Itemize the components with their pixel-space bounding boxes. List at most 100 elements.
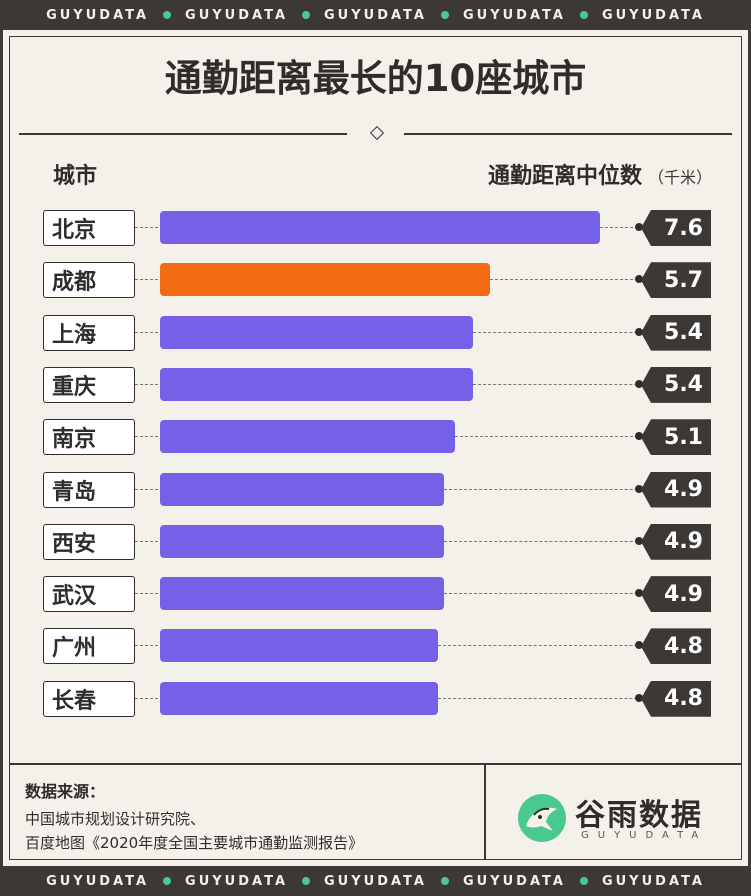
bar-row: 成都 5.7	[3, 260, 748, 300]
bar-row: 重庆 5.4	[3, 365, 748, 405]
brand-strip-text: GUYUDATA	[46, 873, 150, 889]
green-dot-icon	[440, 877, 449, 885]
value-label: 4.9	[641, 576, 711, 613]
green-dot-icon	[579, 11, 588, 19]
leader-end-dot	[635, 641, 643, 650]
value-label: 5.4	[641, 366, 711, 403]
leader-line	[472, 383, 708, 385]
value-label: 4.9	[641, 471, 711, 508]
green-dot-icon	[302, 11, 311, 19]
divider-line-left	[19, 133, 347, 135]
bar	[160, 315, 473, 349]
city-label: 武汉	[43, 576, 135, 613]
bar	[160, 420, 456, 454]
chart-title: 通勤距离最长的10座城市	[164, 57, 587, 100]
brand-logo-text: 谷雨数据	[575, 798, 703, 833]
leader-line	[437, 697, 708, 699]
leader-line	[135, 697, 163, 699]
leader-line	[472, 331, 708, 333]
leader-end-dot	[635, 589, 643, 598]
bar-row: 武汉 4.9	[3, 574, 748, 614]
bar-row: 广州 4.8	[3, 626, 748, 666]
city-label: 重庆	[43, 366, 135, 403]
leader-line	[443, 488, 708, 490]
green-dot-icon	[579, 877, 588, 885]
green-dot-icon	[163, 11, 172, 19]
footer-divider	[9, 763, 742, 765]
leader-line	[135, 540, 163, 542]
leader-line	[135, 227, 163, 228]
highlighted-bar	[160, 263, 490, 297]
bar-row: 西安 4.9	[3, 522, 748, 562]
brand-strip-text: GUYUDATA	[462, 873, 566, 889]
value-label: 4.8	[641, 680, 711, 717]
value-label: 7.6	[641, 210, 711, 246]
bar	[160, 472, 444, 506]
leader-end-dot	[635, 432, 643, 441]
source-heading: 数据来源：	[25, 782, 106, 801]
city-label: 南京	[43, 419, 135, 456]
value-label: 5.4	[641, 314, 711, 351]
leader-end-dot	[635, 693, 643, 702]
top-brand-strip: GUYUDATA GUYUDATA GUYUDATA GUYUDATA GUYUDATA	[0, 0, 751, 30]
leader-line	[135, 279, 163, 281]
leader-end-dot	[635, 484, 643, 493]
brand-strip-text: GUYUDATA	[601, 7, 705, 23]
leader-line	[437, 645, 708, 647]
brand-logo-subtitle: GUYUDATA	[581, 830, 708, 841]
city-label: 西安	[43, 523, 135, 560]
chart-card: 通勤距离最长的10座城市 城市 通勤距离中位数 （千米） 北京 7.6 成都 5.7 上海…	[3, 30, 748, 866]
value-header: 通勤距离中位数 （千米）	[488, 158, 712, 190]
leader-line	[443, 540, 708, 542]
bar	[160, 629, 438, 663]
value-header-label: 通勤距离中位数	[487, 164, 642, 189]
bar-row: 上海 5.4	[3, 313, 748, 353]
city-label: 长春	[43, 680, 135, 717]
leader-end-dot	[635, 327, 643, 336]
card-frame	[9, 36, 742, 860]
brand-strip-text: GUYUDATA	[462, 7, 566, 23]
bar	[160, 524, 444, 558]
leader-line	[135, 593, 163, 595]
city-label: 广州	[43, 628, 135, 665]
value-label: 5.7	[641, 262, 711, 299]
leader-line	[135, 436, 163, 438]
bar-row: 南京 5.1	[3, 417, 748, 457]
city-label: 上海	[43, 314, 135, 351]
value-label: 5.1	[641, 419, 711, 456]
source-line-2: 百度地图《2020年度全国主要城市通勤监测报告》	[25, 834, 364, 852]
city-label: 青岛	[43, 471, 135, 508]
leader-end-dot	[635, 275, 643, 284]
leader-line	[455, 436, 708, 438]
guyu-logo-icon	[518, 794, 566, 842]
title-divider	[19, 125, 732, 142]
footer-separator	[484, 763, 486, 860]
value-label: 4.9	[641, 523, 711, 560]
green-dot-icon	[163, 877, 172, 885]
city-label: 成都	[43, 262, 135, 299]
bar	[160, 211, 600, 244]
category-header: 城市	[53, 164, 98, 189]
source-line-1: 中国城市规划设计研究院、	[25, 810, 206, 828]
brand-strip-text: GUYUDATA	[324, 873, 427, 889]
city-label: 北京	[43, 210, 135, 246]
bar-row: 长春 4.8	[3, 679, 748, 719]
bar	[160, 367, 473, 401]
leader-line	[135, 488, 163, 490]
brand-strip-text: GUYUDATA	[46, 7, 150, 23]
leader-line	[443, 593, 708, 595]
bottom-brand-strip: GUYUDATA GUYUDATA GUYUDATA GUYUDATA GUYUDATA	[0, 866, 751, 896]
brand-strip-text: GUYUDATA	[185, 7, 289, 23]
value-label: 4.8	[641, 628, 711, 665]
bar-row: 青岛 4.9	[3, 470, 748, 510]
leader-line	[135, 331, 163, 333]
leader-line	[135, 383, 163, 385]
brand-strip-text: GUYUDATA	[185, 873, 289, 889]
leader-line	[490, 279, 708, 281]
leader-end-dot	[635, 536, 643, 545]
bar-row: 北京 7.6	[3, 208, 748, 248]
leader-end-dot	[635, 379, 643, 388]
brand-strip-text: GUYUDATA	[324, 7, 427, 23]
leader-line	[135, 645, 163, 647]
divider-line-right	[404, 133, 732, 135]
